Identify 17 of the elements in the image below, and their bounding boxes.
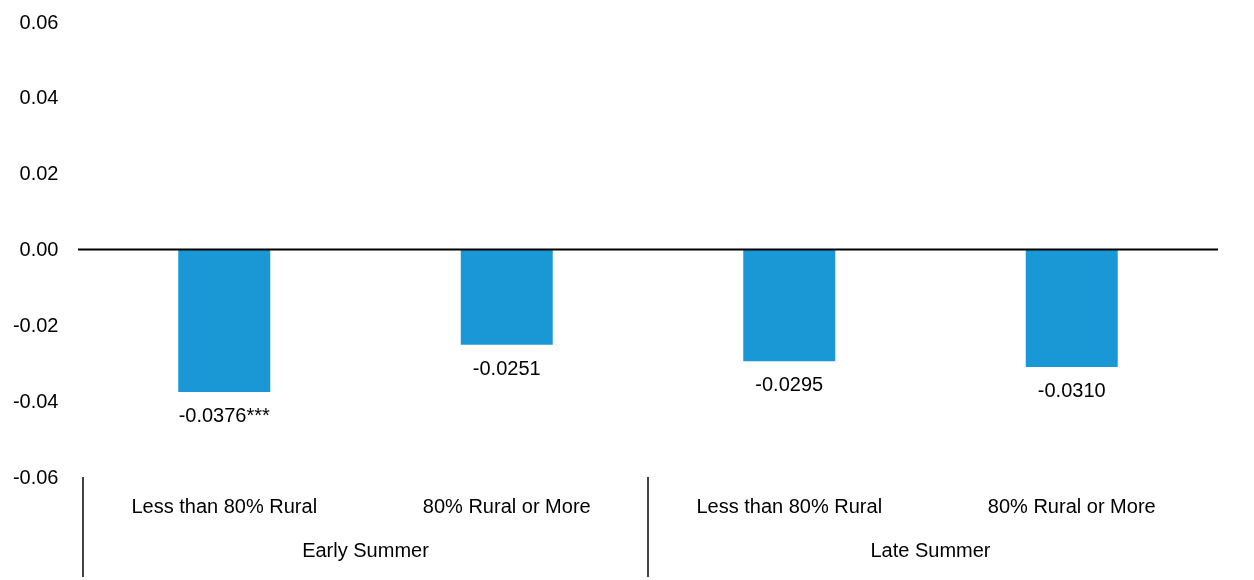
x-tick-label: Less than 80% Rural (696, 495, 883, 517)
y-tick-label: 0.06 (19, 10, 59, 33)
x-tick-label: 80% Rural or More (987, 495, 1156, 517)
data-label: -0.0376*** (178, 404, 271, 427)
data-label: -0.0310 (1037, 379, 1106, 402)
x-tick-label: 80% Rural or More (422, 495, 591, 517)
text: Early Summer (302, 539, 430, 561)
y-tick-label: -0.04 (12, 389, 59, 412)
y-tick-label: 0.00 (19, 238, 59, 260)
x-tick-label: Less than 80% Rural (131, 495, 318, 517)
text: Late Summer (870, 539, 991, 561)
data-label: -0.0251 (472, 356, 541, 379)
y-tick-label: 0.02 (19, 162, 59, 185)
y-tick-label: 0.04 (19, 86, 59, 109)
y-tick-label: -0.02 (12, 313, 59, 336)
data-label: -0.0295 (755, 373, 824, 396)
y-tick-label: -0.06 (12, 465, 59, 488)
